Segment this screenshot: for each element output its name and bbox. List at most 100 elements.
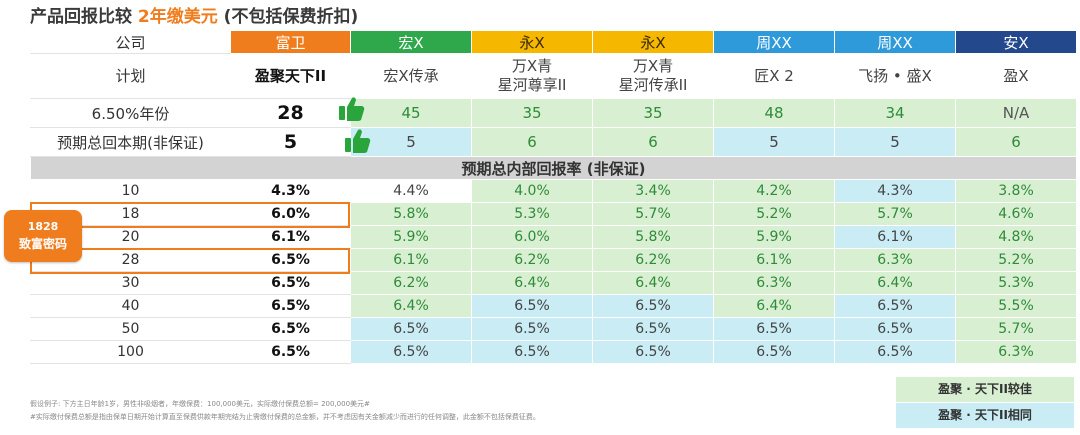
- irr-cell-zhouxx-1: 6.5%: [713, 340, 835, 364]
- company-header-zhouxx-2: 周XX: [834, 30, 956, 54]
- legend-same: 盈聚 · 天下II相同: [896, 403, 1074, 428]
- irr-cell-zhouxx-2: 4.3%: [834, 179, 956, 203]
- irr-cell-fuwei: 6.5%: [230, 317, 351, 341]
- breakeven-fuwei: 28: [230, 98, 351, 128]
- plan-yongx-1: 万X青 星河尊享II: [471, 53, 593, 99]
- irr-year-label: 100: [30, 340, 231, 364]
- irr-row: 18 6.0% 5.8% 5.3% 5.7% 5.2% 5.7% 4.6%: [30, 202, 1077, 226]
- total-return-anx: 6: [955, 127, 1077, 157]
- irr-cell-zhouxx-1: 5.9%: [713, 225, 835, 249]
- irr-cell-yongx-2: 6.2%: [592, 248, 714, 272]
- irr-cell-zhouxx-1: 6.4%: [713, 294, 835, 318]
- irr-cell-zhouxx-1: 6.1%: [713, 248, 835, 272]
- irr-year-label: 10: [30, 179, 231, 203]
- irr-cell-zhouxx-2: 6.4%: [834, 271, 956, 295]
- irr-cell-yongx-1: 6.0%: [471, 225, 593, 249]
- company-header-yongx-1: 永X: [471, 30, 593, 54]
- irr-cell-yongx-1: 6.5%: [471, 294, 593, 318]
- irr-cell-yongx-2: 6.5%: [592, 340, 714, 364]
- company-header-zhouxx-1: 周XX: [713, 30, 835, 54]
- irr-cell-fuwei: 6.5%: [230, 248, 351, 272]
- irr-cell-fuwei: 6.1%: [230, 225, 351, 249]
- irr-row: 28 6.5% 6.1% 6.2% 6.2% 6.1% 6.3% 5.2%: [30, 248, 1077, 272]
- irr-cell-anx: 4.8%: [955, 225, 1077, 249]
- irr-section-row: 预期总内部回报率 (非保证): [30, 156, 1077, 180]
- comparison-table: 公司 富卫 宏X 永X 永X 周XX 周XX 安X 计划 盈聚天下II 宏X传承…: [30, 30, 1077, 364]
- plan-row: 计划 盈聚天下II 宏X传承 万X青 星河尊享II 万X青 星河传承II 匠X …: [30, 53, 1077, 99]
- irr-cell-zhouxx-2: 5.7%: [834, 202, 956, 226]
- irr-row: 100 6.5% 6.5% 6.5% 6.5% 6.5% 6.5% 6.3%: [30, 340, 1077, 364]
- irr-cell-anx: 3.8%: [955, 179, 1077, 203]
- thumbs-up-icon: [345, 129, 371, 153]
- irr-cell-yongx-1: 6.4%: [471, 271, 593, 295]
- breakeven-anx: N/A: [955, 98, 1077, 128]
- irr-cell-anx: 5.2%: [955, 248, 1077, 272]
- irr-cell-zhouxx-2: 6.1%: [834, 225, 956, 249]
- breakeven-hongx: 45: [350, 98, 472, 128]
- irr-cell-fuwei: 6.5%: [230, 294, 351, 318]
- irr-cell-yongx-2: 6.4%: [592, 271, 714, 295]
- callout-badge: 1828 致富密码: [4, 210, 82, 262]
- title-prefix: 产品回报比较: [30, 7, 138, 27]
- irr-cell-fuwei: 4.3%: [230, 179, 351, 203]
- irr-cell-hongx: 4.4%: [350, 179, 472, 203]
- irr-cell-yongx-1: 6.2%: [471, 248, 593, 272]
- irr-cell-zhouxx-1: 6.3%: [713, 271, 835, 295]
- irr-cell-anx: 5.5%: [955, 294, 1077, 318]
- breakeven-row: 6.50%年份 28 45 35 35 48 34 N/A: [30, 98, 1077, 128]
- plan-anx: 盈X: [955, 53, 1077, 99]
- total-return-yongx-1: 6: [471, 127, 593, 157]
- irr-row: 10 4.3% 4.4% 4.0% 3.4% 4.2% 4.3% 3.8%: [30, 179, 1077, 203]
- irr-cell-anx: 5.7%: [955, 317, 1077, 341]
- title-suffix: (不包括保费折扣): [217, 7, 359, 27]
- irr-cell-zhouxx-1: 6.5%: [713, 317, 835, 341]
- irr-cell-anx: 6.3%: [955, 340, 1077, 364]
- company-header-yongx-2: 永X: [592, 30, 714, 54]
- irr-cell-yongx-2: 5.8%: [592, 225, 714, 249]
- irr-cell-zhouxx-2: 6.5%: [834, 317, 956, 341]
- irr-cell-yongx-1: 6.5%: [471, 317, 593, 341]
- irr-year-label: 30: [30, 271, 231, 295]
- irr-cell-yongx-2: 3.4%: [592, 179, 714, 203]
- irr-cell-anx: 4.6%: [955, 202, 1077, 226]
- irr-year-label: 40: [30, 294, 231, 318]
- irr-cell-zhouxx-1: 5.2%: [713, 202, 835, 226]
- breakeven-row-label: 6.50%年份: [30, 98, 231, 128]
- irr-cell-zhouxx-2: 6.5%: [834, 294, 956, 318]
- irr-cell-yongx-2: 6.5%: [592, 317, 714, 341]
- plan-fuwei: 盈聚天下II: [230, 53, 351, 99]
- company-header-hongx: 宏X: [350, 30, 472, 54]
- irr-cell-fuwei: 6.5%: [230, 340, 351, 364]
- irr-cell-hongx: 6.2%: [350, 271, 472, 295]
- irr-cell-hongx: 6.1%: [350, 248, 472, 272]
- plan-zhouxx-2: 飞扬 • 盛X: [834, 53, 956, 99]
- total-return-hongx: 5: [350, 127, 472, 157]
- legend-better: 盈聚 · 天下II较佳: [896, 377, 1074, 402]
- irr-cell-anx: 5.3%: [955, 271, 1077, 295]
- irr-cell-hongx: 6.4%: [350, 294, 472, 318]
- plan-row-label: 计划: [30, 53, 231, 99]
- company-header-anx: 安X: [955, 30, 1077, 54]
- irr-cell-yongx-1: 4.0%: [471, 179, 593, 203]
- title-highlight: 2年缴美元: [137, 7, 218, 27]
- page-title: 产品回报比较 2年缴美元 (不包括保费折扣): [30, 2, 358, 27]
- plan-hongx: 宏X传承: [350, 53, 472, 99]
- irr-cell-yongx-1: 6.5%: [471, 340, 593, 364]
- irr-row: 40 6.5% 6.4% 6.5% 6.5% 6.4% 6.5% 5.5%: [30, 294, 1077, 318]
- irr-cell-yongx-1: 5.3%: [471, 202, 593, 226]
- plan-zhouxx-1: 匠X 2: [713, 53, 835, 99]
- irr-cell-hongx: 6.5%: [350, 340, 472, 364]
- thumbs-up-icon: [339, 97, 365, 121]
- company-row: 公司 富卫 宏X 永X 永X 周XX 周XX 安X: [30, 30, 1077, 54]
- total-return-yongx-2: 6: [592, 127, 714, 157]
- irr-year-label: 50: [30, 317, 231, 341]
- irr-cell-zhouxx-2: 6.5%: [834, 340, 956, 364]
- company-header-fuwei: 富卫: [230, 30, 351, 54]
- total-return-row-label: 预期总回本期(非保证): [30, 127, 231, 157]
- breakeven-zhouxx-2: 34: [834, 98, 956, 128]
- company-row-label: 公司: [30, 30, 231, 54]
- breakeven-zhouxx-1: 48: [713, 98, 835, 128]
- irr-table-body: 10 4.3% 4.4% 4.0% 3.4% 4.2% 4.3% 3.8% 18 6.0% 5.8%…: [30, 179, 1077, 364]
- irr-cell-zhouxx-2: 6.3%: [834, 248, 956, 272]
- total-return-row: 预期总回本期(非保证) 5 5 6 6 5 5 6: [30, 127, 1077, 157]
